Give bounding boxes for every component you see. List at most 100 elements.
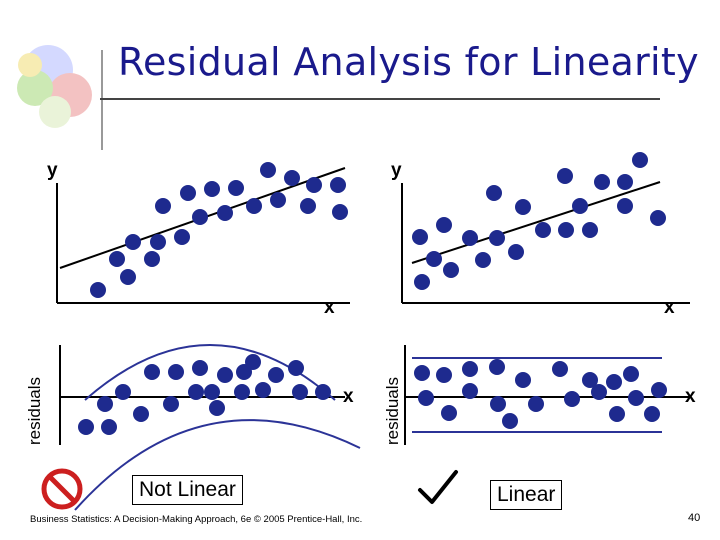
right-scatter-point xyxy=(558,222,574,238)
left-residual-point xyxy=(133,406,149,422)
left-scatter-plot xyxy=(56,162,350,304)
right-residual-point xyxy=(490,396,506,412)
left-scatter-point xyxy=(144,251,160,267)
right-scatter-point xyxy=(572,198,588,214)
left-x-label: x xyxy=(324,297,335,318)
left-residual-point xyxy=(168,364,184,380)
left-scatter-point xyxy=(125,234,141,250)
right-scatter-point xyxy=(582,222,598,238)
right-residual-point xyxy=(414,365,430,381)
right-residual-point xyxy=(609,406,625,422)
right-residual-point xyxy=(644,406,660,422)
right-fit-line xyxy=(411,181,661,264)
right-scatter-point xyxy=(617,198,633,214)
left-residual-upper-curve xyxy=(84,344,336,401)
right-residual-point xyxy=(515,372,531,388)
left-y-label: y xyxy=(47,160,58,181)
left-residual-point xyxy=(163,396,179,412)
left-residual-point xyxy=(97,396,113,412)
right-residual-point xyxy=(462,383,478,399)
left-residual-point xyxy=(144,364,160,380)
left-residual-point xyxy=(192,360,208,376)
left-residual-point xyxy=(245,354,261,370)
title-vertical-rule xyxy=(101,50,103,150)
left-residual-point xyxy=(292,384,308,400)
right-residual-point xyxy=(606,374,622,390)
right-y-label: y xyxy=(391,160,402,181)
right-residual-point xyxy=(418,390,434,406)
right-scatter-point xyxy=(617,174,633,190)
left-scatter-point xyxy=(260,162,276,178)
left-residual-point xyxy=(101,419,117,435)
left-scatter-point xyxy=(109,251,125,267)
right-scatter-point xyxy=(443,262,459,278)
checkmark-icon xyxy=(418,470,458,504)
footer-citation: Business Statistics: A Decision-Making A… xyxy=(30,514,363,525)
right-residual-point xyxy=(623,366,639,382)
right-residual-point xyxy=(552,361,568,377)
right-scatter-point xyxy=(436,217,452,233)
right-scatter-point xyxy=(535,222,551,238)
right-residual-point xyxy=(489,359,505,375)
left-scatter-point xyxy=(332,204,348,220)
left-residual-point xyxy=(217,367,233,383)
right-residual-point xyxy=(462,361,478,377)
right-scatter-point xyxy=(412,229,428,245)
left-scatter-point xyxy=(270,192,286,208)
left-scatter-point xyxy=(150,234,166,250)
left-residual-point xyxy=(288,360,304,376)
right-residual-point xyxy=(436,367,452,383)
left-residual-point xyxy=(204,384,220,400)
left-scatter-point xyxy=(228,180,244,196)
left-residual-x-label: x xyxy=(343,386,354,407)
left-residual-point xyxy=(255,382,271,398)
right-residuals-label: residuals xyxy=(383,376,402,445)
left-scatter-point xyxy=(174,229,190,245)
left-scatter-point xyxy=(120,269,136,285)
right-residual-point xyxy=(528,396,544,412)
left-scatter-point xyxy=(330,177,346,193)
left-scatter-point xyxy=(90,282,106,298)
left-residual-point xyxy=(115,384,131,400)
left-residual-point xyxy=(78,419,94,435)
left-scatter-point xyxy=(306,177,322,193)
left-residual-point xyxy=(234,384,250,400)
left-residuals-label: residuals xyxy=(25,376,44,445)
right-scatter-point xyxy=(557,168,573,184)
right-scatter-point xyxy=(515,199,531,215)
right-residual-x-label: x xyxy=(685,386,696,407)
left-residual-point xyxy=(315,384,331,400)
not-linear-label: Not Linear xyxy=(132,475,243,505)
left-residual-point xyxy=(188,384,204,400)
right-residual-point xyxy=(582,372,598,388)
right-scatter-point xyxy=(594,174,610,190)
right-x-label: x xyxy=(664,297,675,318)
decorative-logo xyxy=(17,45,92,128)
right-residual-point xyxy=(651,382,667,398)
right-residual-point xyxy=(564,391,580,407)
linear-label: Linear xyxy=(490,480,563,510)
left-scatter-point xyxy=(155,198,171,214)
no-sign-icon xyxy=(41,468,83,510)
left-residual-point xyxy=(268,367,284,383)
right-scatter-point xyxy=(508,244,524,260)
right-scatter-plot xyxy=(401,152,690,304)
slide-title: Residual Analysis for Linearity xyxy=(118,40,699,84)
right-scatter-point xyxy=(414,274,430,290)
left-residual-lower-curve xyxy=(74,419,361,511)
right-residual-plot xyxy=(404,345,690,445)
right-residual-point xyxy=(502,413,518,429)
left-scatter-point xyxy=(180,185,196,201)
left-residual-plot xyxy=(59,344,361,511)
right-scatter-point xyxy=(632,152,648,168)
left-scatter-point xyxy=(246,198,262,214)
right-residual-point xyxy=(441,405,457,421)
right-residual-point xyxy=(591,384,607,400)
title-underline xyxy=(100,98,660,100)
right-scatter-point xyxy=(462,230,478,246)
left-scatter-point xyxy=(300,198,316,214)
right-scatter-point xyxy=(489,230,505,246)
left-scatter-point xyxy=(217,205,233,221)
left-scatter-point xyxy=(284,170,300,186)
